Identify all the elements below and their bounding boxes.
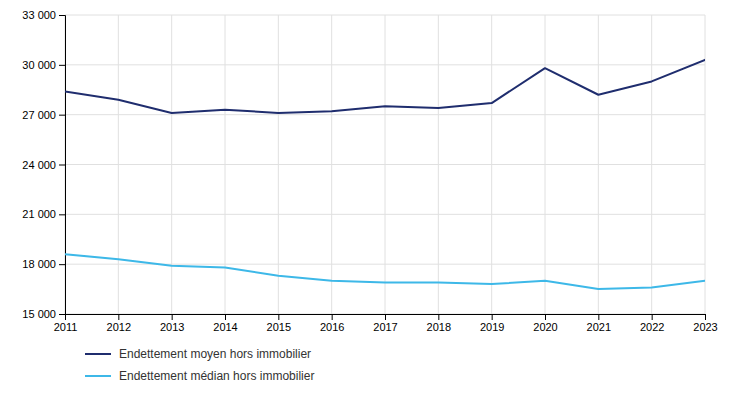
tick: 2017	[373, 314, 397, 333]
tick-label: 27 000	[22, 109, 56, 121]
tick: 15 000	[22, 308, 65, 320]
legend: Endettement moyen hors immobilier Endette…	[85, 347, 314, 383]
tick: 2019	[480, 314, 504, 333]
legend-swatch	[85, 375, 111, 377]
tick-label: 2020	[533, 321, 557, 333]
tick-label: 2022	[640, 321, 664, 333]
grid-line	[331, 15, 332, 314]
tick: 33 000	[22, 9, 65, 21]
tick-mark	[59, 115, 65, 116]
tick-label: 2013	[160, 321, 184, 333]
tick-mark	[59, 264, 65, 265]
tick-mark	[545, 314, 546, 320]
tick: 2011	[54, 314, 78, 333]
grid-line	[598, 15, 599, 314]
tick: 24 000	[22, 159, 65, 171]
x-axis: 2011 2012 2013 2014 2015 2016 2017 2018 2019 2020…	[54, 314, 718, 333]
y-axis: 15 000 18 000 21 000 24 000 27 000 30 000 33 0…	[22, 9, 65, 320]
tick: 2016	[320, 314, 344, 333]
tick-mark	[59, 165, 65, 166]
tick: 2014	[213, 314, 237, 333]
tick: 2022	[640, 314, 664, 333]
tick-mark	[598, 314, 599, 320]
grid-line	[118, 15, 119, 314]
tick-label: 33 000	[22, 9, 56, 21]
chart: 2011 2012 2013 2014 2015 2016 2017 2018 2019 2020…	[0, 0, 730, 409]
lines	[65, 60, 705, 289]
tick-label: 21 000	[22, 208, 56, 220]
tick-label: 18 000	[22, 258, 56, 270]
tick-label: 2017	[373, 321, 397, 333]
tick-label: 2012	[107, 321, 131, 333]
grid-line	[225, 15, 226, 314]
tick-mark	[705, 314, 706, 320]
legend-label: Endettement médian hors immobilier	[119, 369, 314, 383]
grid-line	[385, 15, 386, 314]
tick-mark	[172, 314, 173, 320]
tick: 2020	[533, 314, 557, 333]
grid-line	[438, 15, 439, 314]
tick-label: 2018	[427, 321, 451, 333]
grid	[65, 15, 705, 314]
grid-line	[278, 15, 279, 314]
series-line	[65, 60, 705, 113]
tick: 2018	[427, 314, 451, 333]
tick-mark	[225, 314, 226, 320]
tick-mark	[59, 15, 65, 16]
legend-item: Endettement médian hors immobilier	[85, 369, 314, 383]
grid-line	[491, 15, 492, 314]
tick-label: 2023	[693, 321, 717, 333]
legend-label: Endettement moyen hors immobilier	[119, 347, 311, 361]
tick: 2021	[587, 314, 611, 333]
tick: 18 000	[22, 258, 65, 270]
tick: 2015	[267, 314, 291, 333]
grid-line	[545, 15, 546, 314]
tick-label: 2019	[480, 321, 504, 333]
tick: 2013	[160, 314, 184, 333]
tick-label: 2015	[267, 321, 291, 333]
axis-line	[66, 315, 706, 321]
tick: 21 000	[22, 208, 65, 220]
tick-mark	[492, 314, 493, 320]
tick-label: 2021	[587, 321, 611, 333]
axis-line	[59, 16, 66, 315]
grid-line	[171, 15, 172, 314]
plot: 2011 2012 2013 2014 2015 2016 2017 2018 2019 2020…	[22, 9, 717, 333]
tick-label: 30 000	[22, 59, 56, 71]
tick-mark	[438, 314, 439, 320]
series-line	[65, 254, 705, 289]
tick-label: 15 000	[22, 308, 56, 320]
tick-label: 2011	[54, 321, 78, 333]
tick-label: 24 000	[22, 159, 56, 171]
legend-item: Endettement moyen hors immobilier	[85, 347, 311, 361]
tick: 2012	[107, 314, 131, 333]
tick-mark	[278, 314, 279, 320]
tick: 30 000	[22, 59, 65, 71]
legend-swatch	[85, 353, 111, 355]
tick-label: 2014	[213, 321, 237, 333]
tick-mark	[652, 314, 653, 320]
tick-mark	[59, 314, 65, 315]
tick-mark	[385, 314, 386, 320]
tick-mark	[332, 314, 333, 320]
tick-mark	[59, 65, 65, 66]
tick: 2023	[693, 314, 717, 333]
grid-line	[651, 15, 652, 314]
tick: 27 000	[22, 109, 65, 121]
tick-mark	[59, 214, 65, 215]
tick-mark	[118, 314, 119, 320]
tick-label: 2016	[320, 321, 344, 333]
